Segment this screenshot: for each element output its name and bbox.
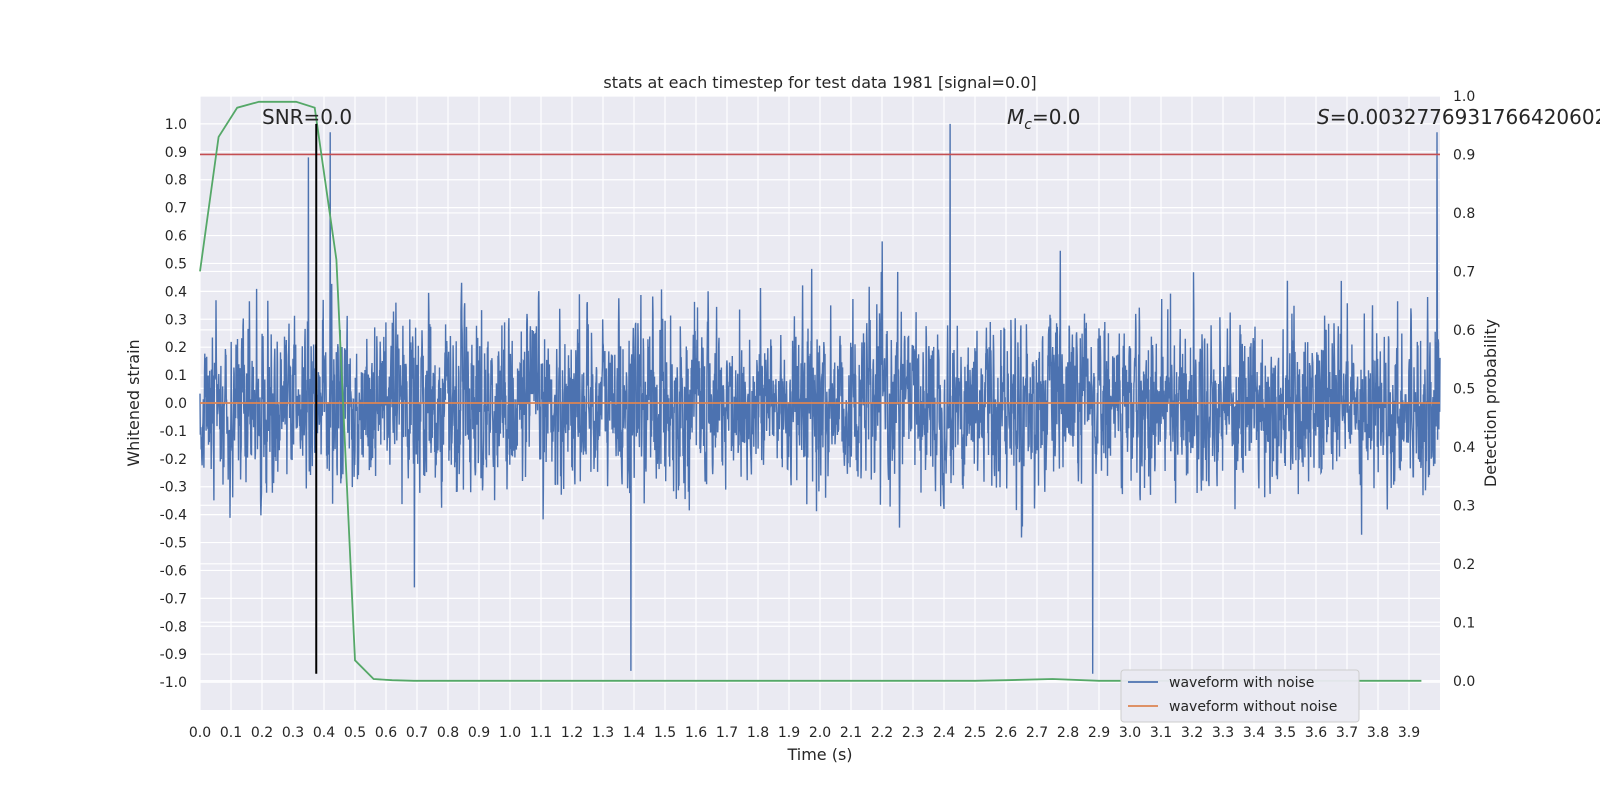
x-tick-label: 1.8 xyxy=(747,725,769,741)
y-axis-ticks: 1.0 0.9 0.8 0.7 0.6 0.5 0.4 0.3 0.2 0.1 0.0 -0.1 -0.… xyxy=(160,117,187,691)
mc-subscript: c xyxy=(1024,117,1032,133)
x-tick-label: 0.5 xyxy=(344,725,366,741)
x-tick-label: 0.1 xyxy=(220,725,242,741)
legend-label-noise: waveform with noise xyxy=(1169,675,1314,691)
y-axis-right-label: Detection probability xyxy=(1481,319,1500,487)
y-tick-label: -0.4 xyxy=(160,508,187,524)
y-tick-label: -0.1 xyxy=(160,424,187,440)
x-tick-label: 2.9 xyxy=(1088,725,1110,741)
y-right-tick-label: 0.8 xyxy=(1453,206,1475,222)
y-tick-label: 0.8 xyxy=(165,173,187,189)
x-tick-label: 1.1 xyxy=(530,725,552,741)
x-tick-label: 2.5 xyxy=(964,725,986,741)
overlay-lines xyxy=(199,100,1440,682)
x-tick-label: 1.2 xyxy=(561,725,583,741)
y-tick-label: 1.0 xyxy=(165,117,187,133)
x-tick-label: 2.3 xyxy=(902,725,924,741)
x-tick-label: 1.5 xyxy=(654,725,676,741)
y-tick-label: -0.6 xyxy=(160,563,187,579)
y-tick-label: -0.2 xyxy=(160,452,187,468)
y-right-tick-label: 0.4 xyxy=(1453,440,1475,456)
y-tick-label: 0.0 xyxy=(165,396,187,412)
x-tick-label: 0.3 xyxy=(282,725,304,741)
mc-value: =0.0 xyxy=(1032,105,1081,129)
x-tick-label: 2.7 xyxy=(1026,725,1048,741)
y-tick-label: 0.1 xyxy=(165,368,187,384)
x-axis-ticks: 0.0 0.1 0.2 0.3 0.4 0.5 0.6 0.7 0.8 0.9 1.0 1.1 1.2 1… xyxy=(189,725,1420,741)
x-tick-label: 0.2 xyxy=(251,725,273,741)
x-axis-label: Time (s) xyxy=(786,745,852,764)
mc-symbol: M xyxy=(1007,105,1024,129)
y-right-tick-label: 0.5 xyxy=(1453,381,1475,397)
legend: waveform with noise waveform without noi… xyxy=(1120,669,1360,723)
x-tick-label: 3.1 xyxy=(1150,725,1172,741)
x-tick-label: 2.4 xyxy=(933,725,955,741)
mc-annotation: Mc=0.0 xyxy=(1007,105,1081,133)
s-annotation: S=0.0032776931766420602 xyxy=(1317,105,1600,129)
y-right-tick-label: 0.6 xyxy=(1453,323,1475,339)
x-tick-label: 1.9 xyxy=(778,725,800,741)
x-tick-label: 3.0 xyxy=(1119,725,1141,741)
x-tick-label: 1.7 xyxy=(716,725,738,741)
y-tick-label: 0.6 xyxy=(165,229,187,245)
y-tick-label: 0.7 xyxy=(165,201,187,217)
y-tick-label: -0.8 xyxy=(160,619,187,635)
x-tick-label: 0.8 xyxy=(437,725,459,741)
x-tick-label: 3.2 xyxy=(1181,725,1203,741)
x-tick-label: 1.4 xyxy=(623,725,645,741)
detection-probability-line xyxy=(199,100,1422,682)
y-tick-label: -0.9 xyxy=(160,647,187,663)
x-tick-label: 2.1 xyxy=(840,725,862,741)
y-right-tick-label: 0.9 xyxy=(1453,147,1475,163)
series-waveform-with-noise xyxy=(199,123,1441,674)
x-tick-label: 0.6 xyxy=(375,725,397,741)
x-tick-label: 0.0 xyxy=(189,725,211,741)
y-tick-label: -1.0 xyxy=(160,675,187,691)
s-value: =0.0032776931766420602 xyxy=(1330,105,1600,129)
legend-box xyxy=(1120,669,1360,723)
chart-title: stats at each timestep for test data 198… xyxy=(603,73,1036,92)
snr-annotation: SNR=0.0 xyxy=(262,105,352,129)
y-tick-label: 0.2 xyxy=(165,340,187,356)
x-tick-label: 2.6 xyxy=(995,725,1017,741)
y-tick-label: 0.4 xyxy=(165,284,187,300)
y-tick-label: -0.7 xyxy=(160,591,187,607)
x-tick-label: 3.3 xyxy=(1212,725,1234,741)
y-right-tick-label: 0.0 xyxy=(1453,674,1475,690)
x-tick-label: 0.4 xyxy=(313,725,335,741)
y-tick-label: 0.3 xyxy=(165,312,187,328)
x-tick-label: 0.9 xyxy=(468,725,490,741)
x-tick-label: 2.8 xyxy=(1057,725,1079,741)
x-tick-label: 2.0 xyxy=(809,725,831,741)
y-tick-label: 0.5 xyxy=(165,256,187,272)
y-right-tick-label: 1.0 xyxy=(1453,89,1475,105)
y-right-tick-label: 0.3 xyxy=(1453,498,1475,514)
noise-line xyxy=(199,123,1441,674)
y-right-tick-label: 0.2 xyxy=(1453,557,1475,573)
x-tick-label: 3.8 xyxy=(1367,725,1389,741)
y-right-tick-label: 0.7 xyxy=(1453,264,1475,280)
x-tick-label: 1.6 xyxy=(685,725,707,741)
y-axis-right-ticks: 1.0 0.9 0.8 0.7 0.6 0.5 0.4 0.3 0.2 0.1 0.0 xyxy=(1453,89,1475,690)
s-symbol: S xyxy=(1317,105,1330,129)
x-tick-label: 0.7 xyxy=(406,725,428,741)
legend-label-clean: waveform without noise xyxy=(1169,699,1337,715)
y-tick-label: 0.9 xyxy=(165,145,187,161)
y-axis-label: Whitened strain xyxy=(124,339,143,466)
x-tick-label: 2.2 xyxy=(871,725,893,741)
x-tick-label: 1.0 xyxy=(499,725,521,741)
x-tick-label: 3.9 xyxy=(1398,725,1420,741)
x-tick-label: 3.6 xyxy=(1305,725,1327,741)
y-right-tick-label: 0.1 xyxy=(1453,615,1475,631)
y-tick-label: -0.5 xyxy=(160,536,187,552)
x-tick-label: 3.5 xyxy=(1274,725,1296,741)
y-tick-label: -0.3 xyxy=(160,480,187,496)
x-tick-label: 3.4 xyxy=(1243,725,1265,741)
x-tick-label: 3.7 xyxy=(1336,725,1358,741)
x-tick-label: 1.3 xyxy=(592,725,614,741)
